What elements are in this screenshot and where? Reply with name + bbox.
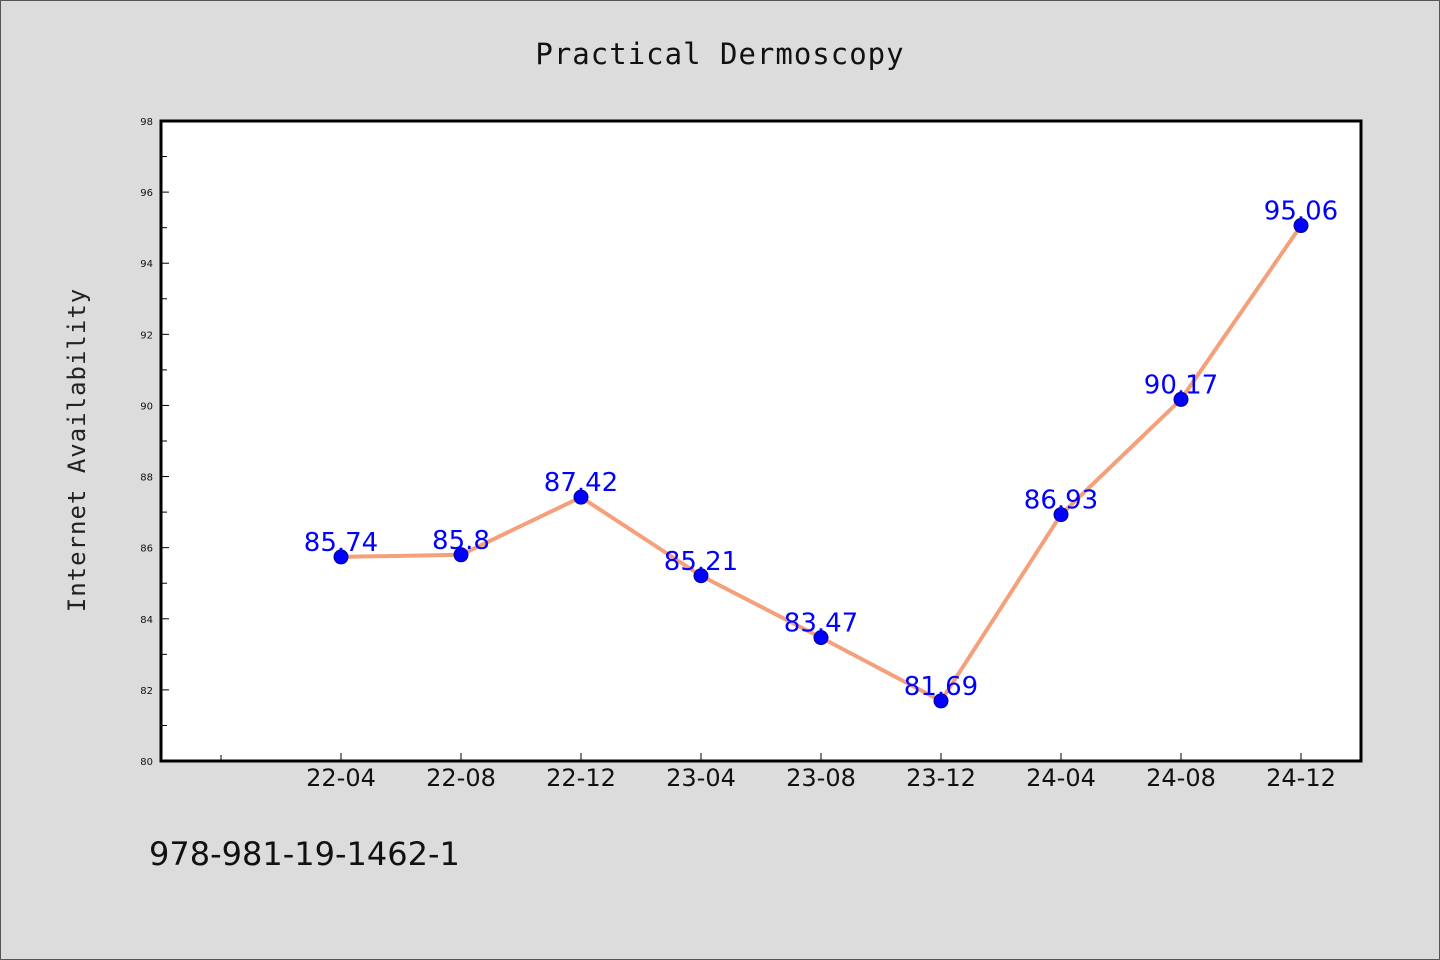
x-tick-label: 22-04 <box>306 764 376 792</box>
y-tick-label: 82 <box>140 686 153 697</box>
y-tick-label: 86 <box>140 544 153 555</box>
x-tick-label: 24-04 <box>1026 764 1096 792</box>
x-tick-label: 23-12 <box>906 764 976 792</box>
data-point-label: 95.06 <box>1264 197 1338 227</box>
data-point-marker <box>813 630 829 646</box>
data-point-label: 85.8 <box>432 526 490 556</box>
y-tick-label: 92 <box>140 330 153 341</box>
y-tick-label: 90 <box>140 401 153 412</box>
data-point-label: 81.69 <box>904 672 978 702</box>
chart-title: Practical Dermoscopy <box>535 37 904 71</box>
y-tick-label: 84 <box>140 615 153 626</box>
y-tick-label: 94 <box>140 259 153 270</box>
footer-isbn: 978-981-19-1462-1 <box>149 835 460 873</box>
series-line-group: 85.74 85.8 87.42 85.21 83.47 81.69 86.93 90.17 9… <box>304 197 1338 709</box>
x-tick-label: 22-08 <box>426 764 496 792</box>
data-point-label: 87.42 <box>544 468 618 498</box>
y-tick-label: 98 <box>140 117 153 128</box>
data-point-label: 85.21 <box>664 547 738 577</box>
data-point-marker <box>573 489 589 505</box>
y-tick-label: 96 <box>140 188 153 199</box>
y-axis: 80 82 84 86 88 90 92 94 96 98 <box>140 117 169 768</box>
x-tick-label: 23-08 <box>786 764 856 792</box>
data-point-marker <box>1293 218 1309 234</box>
x-tick-label: 24-12 <box>1266 764 1336 792</box>
plot-area <box>159 119 1363 763</box>
data-point-marker <box>1173 391 1189 407</box>
x-tick-label: 23-04 <box>666 764 736 792</box>
y-tick-label: 88 <box>140 473 153 484</box>
data-point-marker <box>333 549 349 565</box>
y-axis-label: Internet Availability <box>63 288 91 612</box>
data-point-marker <box>1053 507 1069 523</box>
data-point-marker <box>453 547 469 563</box>
data-point-label: 85.74 <box>304 528 378 558</box>
x-axis: 22-04 22-08 22-12 23-04 23-08 23-12 24-04 24-08… <box>220 753 1336 792</box>
x-tick-label: 22-12 <box>546 764 616 792</box>
x-tick-label: 24-08 <box>1146 764 1216 792</box>
data-point-label: 83.47 <box>784 609 858 639</box>
y-tick-label: 80 <box>140 757 153 768</box>
data-point-marker <box>693 568 709 584</box>
data-point-label: 86.93 <box>1024 486 1098 516</box>
data-point-label: 90.17 <box>1144 370 1218 400</box>
data-point-marker <box>933 693 949 709</box>
